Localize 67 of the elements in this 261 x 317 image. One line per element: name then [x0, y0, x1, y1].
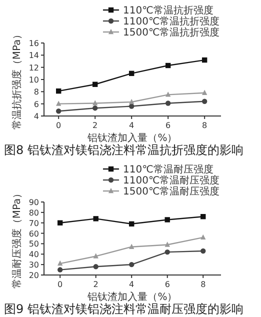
legend-label: 1500℃常温耐压强度 — [123, 186, 220, 198]
y-tick-label: 80 — [28, 208, 39, 218]
point — [165, 92, 171, 97]
y-tick-label: 4 — [34, 112, 39, 121]
text: 图8 铝钛渣对镁铝浇注料常温抗折强度的影响 — [4, 143, 244, 157]
point — [93, 264, 98, 270]
y-tick-label: 10 — [28, 76, 39, 84]
x-tick-label: 8 — [200, 280, 206, 289]
point — [202, 57, 208, 63]
x-tick-label: 8 — [202, 121, 208, 130]
y-tick-label: 90 — [28, 198, 39, 207]
point — [57, 260, 63, 266]
point — [202, 90, 208, 95]
x-tick-label: 0 — [58, 280, 63, 289]
point — [128, 98, 134, 104]
point — [165, 100, 171, 106]
x-tick-label: 2 — [92, 121, 98, 130]
point — [128, 70, 134, 76]
point — [92, 105, 98, 111]
point — [164, 249, 170, 255]
point — [56, 88, 62, 94]
y-axis-title: 常温抗折强度（MPa） — [11, 29, 23, 130]
legend-label: 110℃常温抗折强度 — [123, 4, 214, 16]
y-tick-label: 40 — [28, 250, 39, 260]
y-tick-label: 60 — [28, 229, 39, 238]
point — [129, 244, 134, 249]
legend-label: 1500℃常温抗折强度 — [123, 26, 220, 38]
y-tick-label: 6 — [34, 100, 39, 109]
y-axis-title: 常温耐压强度（MPa） — [11, 188, 23, 289]
y-tick-label: 20 — [28, 271, 39, 280]
legend-label: 1100℃常温耐压强度 — [123, 174, 220, 186]
point — [200, 248, 206, 254]
x-tick-label: 0 — [56, 121, 62, 130]
y-tick-label: 12 — [28, 63, 39, 72]
point — [57, 267, 63, 272]
point — [57, 220, 63, 226]
text: 图9 铝钛渣对镁铝浇注料常温耐压强度的影响 — [4, 302, 244, 316]
point — [200, 214, 206, 220]
point — [92, 100, 98, 106]
y-tick-label: 50 — [28, 240, 39, 249]
point — [92, 82, 98, 87]
x-tick-label: 6 — [166, 121, 171, 130]
legend-label: 110℃常温耐压强度 — [123, 164, 214, 176]
legend-label: 1100℃常温抗折强度 — [123, 16, 220, 28]
y-tick-label: 14 — [28, 51, 39, 60]
y-tick-label: 30 — [28, 260, 39, 270]
y-tick-label: 8 — [34, 88, 39, 97]
point — [164, 242, 170, 247]
point — [128, 104, 134, 109]
point — [164, 217, 170, 222]
point — [129, 262, 134, 268]
point — [93, 253, 98, 258]
y-tick-label: 70 — [28, 218, 39, 228]
point — [202, 98, 208, 104]
x-axis-title: 铝钛渣加入量（%） — [86, 132, 178, 144]
x-tick-label: 6 — [164, 280, 170, 289]
point — [200, 234, 206, 240]
point — [56, 100, 62, 106]
point — [56, 108, 62, 114]
point — [165, 62, 171, 68]
x-axis-title: 铝钛渣加入量（%） — [86, 291, 178, 303]
x-tick-label: 4 — [129, 121, 134, 130]
point — [129, 221, 134, 226]
y-tick-label: 16 — [28, 39, 39, 48]
point — [93, 216, 98, 222]
x-tick-label: 4 — [129, 280, 134, 289]
x-tick-label: 2 — [93, 280, 98, 289]
